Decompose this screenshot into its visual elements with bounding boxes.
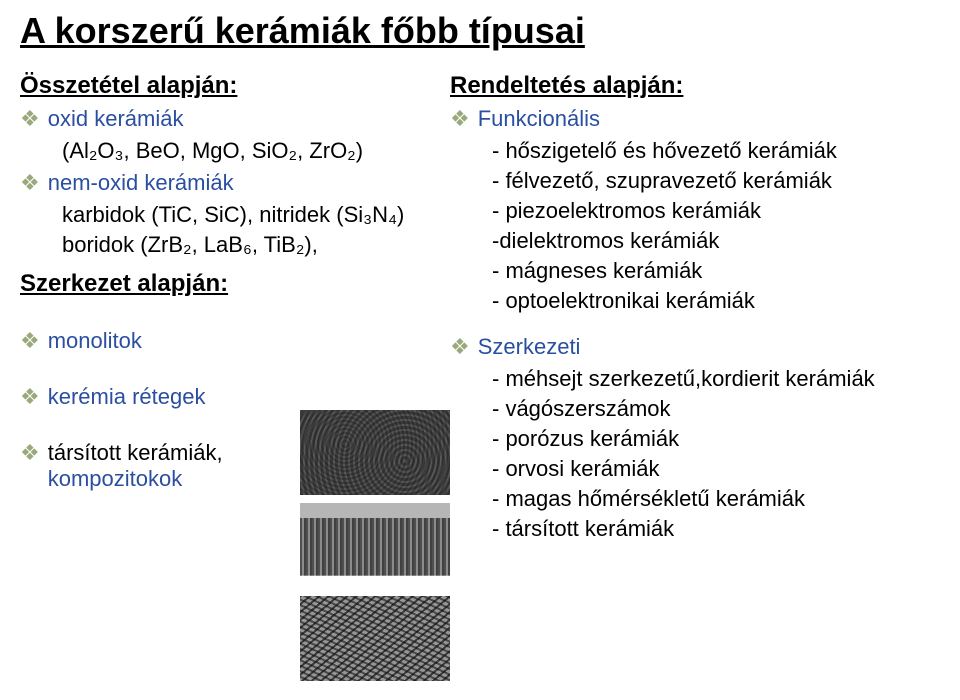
func-line-3: -dielektromos kerámiák — [492, 226, 940, 256]
diamond-icon: ❖ — [20, 328, 40, 354]
szerk-line-1: - vágószerszámok — [492, 394, 940, 424]
micrograph-composite — [300, 596, 450, 681]
bullet-nemoxid: ❖ nem-oxid kerámiák — [20, 170, 440, 196]
right-column: Rendeltetés alapján: ❖ Funkcionális - hő… — [440, 66, 940, 544]
diamond-icon: ❖ — [20, 170, 40, 196]
bullet-funkcionalis: ❖ Funkcionális — [450, 106, 940, 132]
columns: Összetétel alapján: ❖ oxid kerámiák (Al₂… — [20, 66, 940, 544]
bullet-tarsitott-label1: társított kerámiák, — [48, 440, 223, 465]
szerk-line-5: - társított kerámiák — [492, 514, 940, 544]
diamond-icon: ❖ — [450, 106, 470, 132]
func-line-4: - mágneses kerámiák — [492, 256, 940, 286]
szerk-line-3: - orvosi kerámiák — [492, 454, 940, 484]
bullet-oxid-sub: (Al₂O₃, BeO, MgO, SiO₂, ZrO₂) — [62, 136, 440, 166]
diamond-icon: ❖ — [20, 384, 40, 410]
func-line-1: - félvezető, szupravezető kerámiák — [492, 166, 940, 196]
bullet-szerkezeti: ❖ Szerkezeti — [450, 334, 940, 360]
func-line-0: - hőszigetelő és hővezető kerámiák — [492, 136, 940, 166]
left-section1-head: Összetétel alapján: — [20, 72, 440, 100]
bullet-monolit-label: monolitok — [48, 328, 142, 354]
bullet-oxid-label: oxid kerámiák — [48, 106, 184, 132]
bullet-nemoxid-label: nem-oxid kerámiák — [48, 170, 234, 196]
bullet-nemoxid-sub2: boridok (ZrB₂, LaB₆, TiB₂), — [62, 230, 440, 260]
left-section2-head: Szerkezet alapján: — [20, 270, 440, 298]
bullet-szerkezeti-label: Szerkezeti — [478, 334, 581, 360]
bullet-funkcionalis-label: Funkcionális — [478, 106, 600, 132]
bullet-oxid: ❖ oxid kerámiák — [20, 106, 440, 132]
right-section-head: Rendeltetés alapján: — [450, 72, 940, 100]
bullet-retegek-label: kerémia rétegek — [48, 384, 206, 410]
diamond-icon: ❖ — [20, 106, 40, 132]
micrograph-stack — [300, 410, 450, 689]
szerk-line-0: - méhsejt szerkezetű,kordierit kerámiák — [492, 364, 940, 394]
slide-root: A korszerű kerámiák főbb típusai Összeté… — [0, 0, 960, 544]
micrograph-monolith — [300, 410, 450, 495]
bullet-monolit: ❖ monolitok — [20, 328, 440, 354]
func-line-2: - piezoelektromos kerámiák — [492, 196, 940, 226]
diamond-icon: ❖ — [450, 334, 470, 360]
bullet-tarsitott-label2: kompozitokok — [48, 466, 183, 491]
szerk-line-4: - magas hőmérsékletű kerámiák — [492, 484, 940, 514]
bullet-retegek: ❖ kerémia rétegek — [20, 384, 440, 410]
bullet-nemoxid-sub1: karbidok (TiC, SiC), nitridek (Si₃N₄) — [62, 200, 440, 230]
diamond-icon: ❖ — [20, 440, 40, 466]
micrograph-layers — [300, 503, 450, 588]
page-title: A korszerű kerámiák főbb típusai — [20, 10, 940, 52]
szerk-line-2: - porózus kerámiák — [492, 424, 940, 454]
func-line-5: - optoelektronikai kerámiák — [492, 286, 940, 316]
